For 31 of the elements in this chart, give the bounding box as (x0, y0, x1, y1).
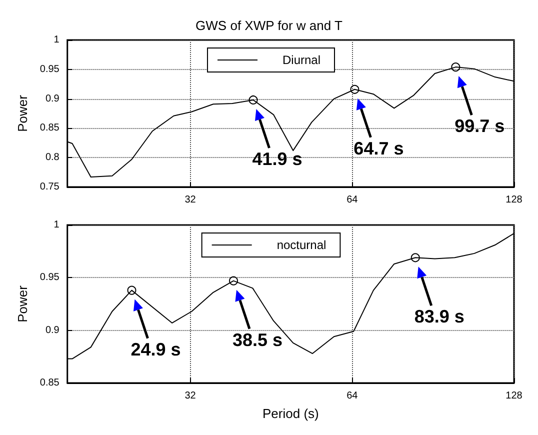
x-tick-label: 128 (506, 390, 523, 402)
y-tick-label: 0.9 (45, 324, 60, 336)
point (451, 62, 460, 72)
y-tick-label: 0.9 (45, 93, 60, 104)
annotation: 24.9 s (130, 339, 181, 360)
point (248, 95, 258, 104)
y-tick-label: 0.75 (40, 182, 60, 192)
x-tick-label: 64 (346, 194, 358, 206)
x-tick-label: 32 (184, 390, 196, 402)
point (350, 84, 360, 94)
y-tick-label: 0.95 (40, 64, 60, 75)
annotation: 38.5 s (232, 330, 283, 350)
annotation: 83.9 s (414, 306, 464, 327)
y-axis-title: Power (15, 284, 30, 322)
y-tick-label: 1 (54, 34, 60, 46)
legend-label: Diurnal (282, 53, 321, 67)
y-axis-title: Power (15, 94, 30, 132)
x-axis-title: Period (s) (262, 406, 319, 421)
legend-label: nocturnal (276, 238, 326, 252)
chart-title: GWS of XWP for w and T (196, 18, 343, 33)
annotation: 64.7 s (354, 138, 404, 158)
annotation: 99.7 s (454, 116, 505, 136)
y-tick-label: 0.95 (40, 272, 60, 284)
y-tick-label: 0.8 (45, 152, 60, 164)
x-tick-label: 32 (184, 194, 196, 206)
x-tick-label: 128 (506, 194, 523, 206)
annotation: 41.9 s (252, 148, 302, 169)
y-tick-label: 1 (54, 220, 60, 230)
x-tick-label: 64 (346, 390, 358, 402)
y-tick-label: 0.85 (40, 378, 60, 388)
y-tick-label: 0.85 (40, 122, 60, 134)
